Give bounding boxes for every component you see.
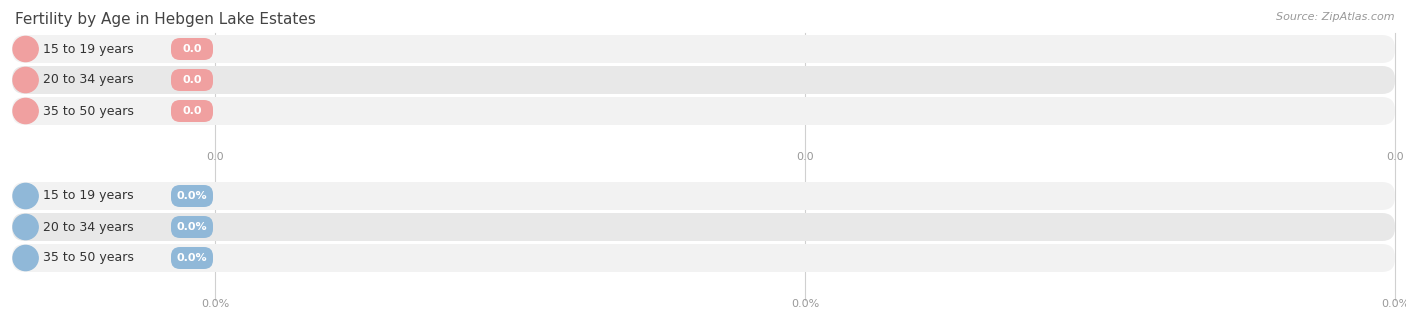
Text: 35 to 50 years: 35 to 50 years [44,105,134,117]
Circle shape [13,214,38,240]
FancyBboxPatch shape [172,38,212,60]
Text: 0.0: 0.0 [183,44,201,54]
Circle shape [13,98,38,124]
Text: Source: ZipAtlas.com: Source: ZipAtlas.com [1277,12,1395,22]
Circle shape [13,67,38,93]
FancyBboxPatch shape [172,185,212,207]
FancyBboxPatch shape [13,66,1395,94]
Text: 35 to 50 years: 35 to 50 years [44,251,134,265]
Circle shape [13,183,38,209]
FancyBboxPatch shape [172,100,212,122]
Text: 0.0: 0.0 [796,152,814,162]
FancyBboxPatch shape [172,216,212,238]
Text: 0.0%: 0.0% [177,222,207,232]
FancyBboxPatch shape [13,97,1395,125]
Text: 0.0: 0.0 [183,75,201,85]
Text: 0.0: 0.0 [183,106,201,116]
Text: 20 to 34 years: 20 to 34 years [44,220,134,234]
Text: 0.0%: 0.0% [201,299,229,309]
Text: 0.0: 0.0 [207,152,224,162]
Text: 15 to 19 years: 15 to 19 years [44,43,134,55]
Text: 0.0: 0.0 [1386,152,1403,162]
Text: Fertility by Age in Hebgen Lake Estates: Fertility by Age in Hebgen Lake Estates [15,12,316,27]
Text: 15 to 19 years: 15 to 19 years [44,189,134,203]
FancyBboxPatch shape [13,182,1395,210]
Text: 20 to 34 years: 20 to 34 years [44,74,134,86]
FancyBboxPatch shape [172,247,212,269]
Text: 0.0%: 0.0% [177,191,207,201]
Text: 0.0%: 0.0% [1381,299,1406,309]
FancyBboxPatch shape [13,244,1395,272]
Circle shape [13,36,38,62]
FancyBboxPatch shape [172,69,212,91]
Circle shape [13,246,38,271]
FancyBboxPatch shape [13,213,1395,241]
FancyBboxPatch shape [13,35,1395,63]
Text: 0.0%: 0.0% [177,253,207,263]
Text: 0.0%: 0.0% [790,299,820,309]
